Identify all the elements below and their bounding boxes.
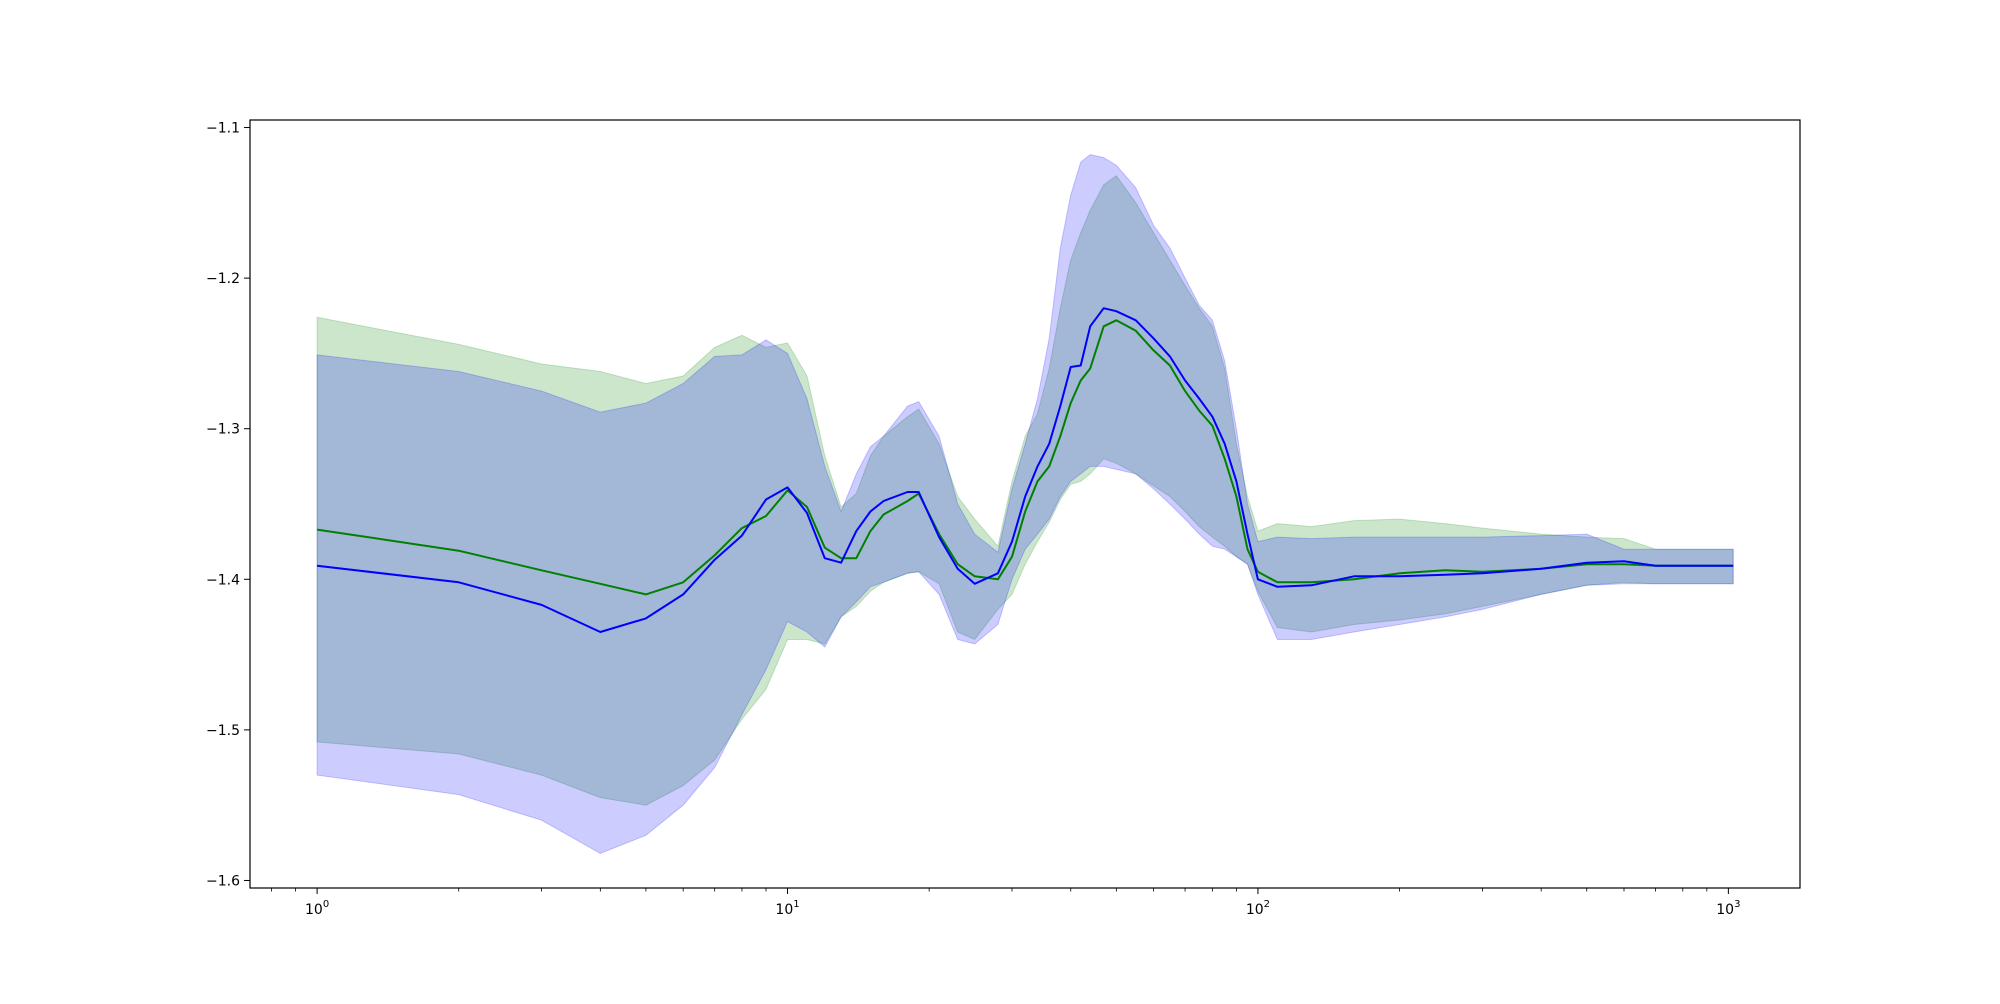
confidence-bands (316, 154, 1734, 854)
line-series-1 (316, 319, 1734, 596)
y-tick-label: −1.4 (206, 572, 240, 588)
x-tick-label: 101 (775, 899, 799, 918)
x-axis: 100 101 102 103 (271, 888, 1740, 918)
y-tick-label: −1.5 (206, 723, 240, 739)
band-series-1 (316, 175, 1734, 806)
y-tick-label: −1.6 (206, 873, 240, 889)
y-tick-label: −1.3 (206, 422, 240, 438)
y-axis: −1.1 −1.2 −1.3 −1.4 −1.5 −1.6 (206, 121, 250, 889)
y-tick-label: −1.2 (206, 271, 240, 287)
x-tick-label: 100 (305, 899, 329, 918)
x-tick-label: 103 (1716, 899, 1740, 918)
series-lines (316, 307, 1734, 633)
x-tick-label: 102 (1246, 899, 1270, 918)
line-series-2 (316, 307, 1734, 633)
plot-area-frame (249, 119, 1801, 889)
band-series-2 (316, 154, 1734, 854)
y-tick-label: −1.1 (206, 121, 240, 137)
